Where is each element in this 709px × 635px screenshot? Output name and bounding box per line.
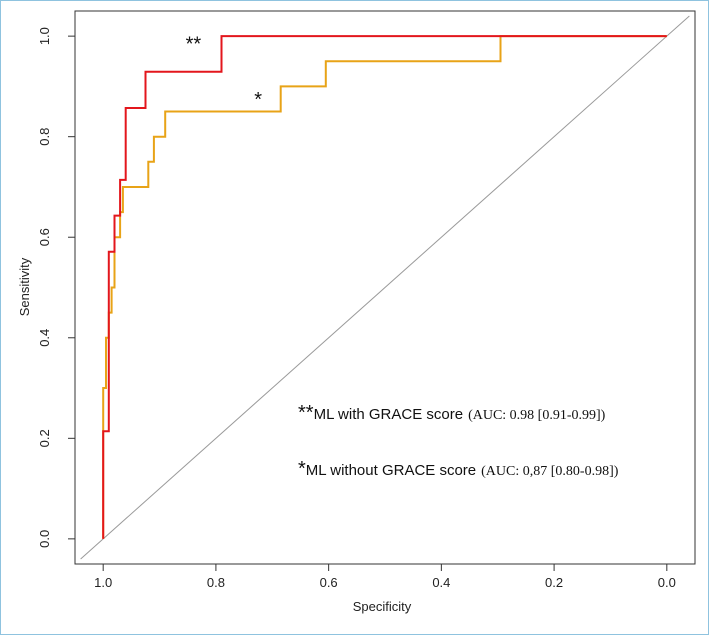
legend-entry-ml-without-grace: *ML without GRACE score (AUC: 0,87 [0.80-… [298, 458, 619, 480]
legend-marker: * [298, 458, 306, 480]
legend-detail: (AUC: 0,87 [0.80-0.98]) [481, 464, 619, 479]
y-tick-label: 0.4 [37, 329, 52, 347]
x-axis-label: Specificity [353, 599, 412, 614]
x-tick-label: 0.8 [207, 575, 225, 590]
x-tick-label: 0.4 [432, 575, 450, 590]
annotation-ml-without-grace: * [254, 89, 262, 111]
y-tick-label: 0.0 [37, 530, 52, 548]
y-tick-label: 0.2 [37, 429, 52, 447]
legend-detail: (AUC: 0.98 [0.91-0.99]) [468, 408, 606, 423]
annotation-ml-with-grace: ** [186, 34, 202, 56]
y-tick-label: 0.6 [37, 228, 52, 246]
reference-diagonal-line [80, 15, 690, 560]
legend-entry-ml-with-grace: **ML with GRACE score (AUC: 0.98 [0.91-0.… [298, 402, 606, 424]
legend: **ML with GRACE score (AUC: 0.98 [0.91-0.… [298, 402, 619, 480]
y-tick-label: 0.8 [37, 128, 52, 146]
legend-marker: ** [298, 402, 314, 424]
legend-label: ML with GRACE score [314, 406, 463, 423]
x-tick-label: 1.0 [94, 575, 112, 590]
y-tick-label: 1.0 [37, 27, 52, 45]
x-tick-label: 0.6 [320, 575, 338, 590]
legend-label: ML without GRACE score [306, 462, 476, 479]
x-tick-label: 0.0 [658, 575, 676, 590]
x-tick-label: 0.2 [545, 575, 563, 590]
x-axis: 1.0 0.8 0.6 0.4 0.2 0.0 [94, 563, 676, 590]
series-layer [80, 15, 690, 560]
y-axis-label: Sensitivity [17, 257, 32, 316]
series-line-ml-with-grace [102, 35, 667, 539]
y-axis: 0.0 0.2 0.4 0.6 0.8 1.0 [37, 27, 76, 548]
